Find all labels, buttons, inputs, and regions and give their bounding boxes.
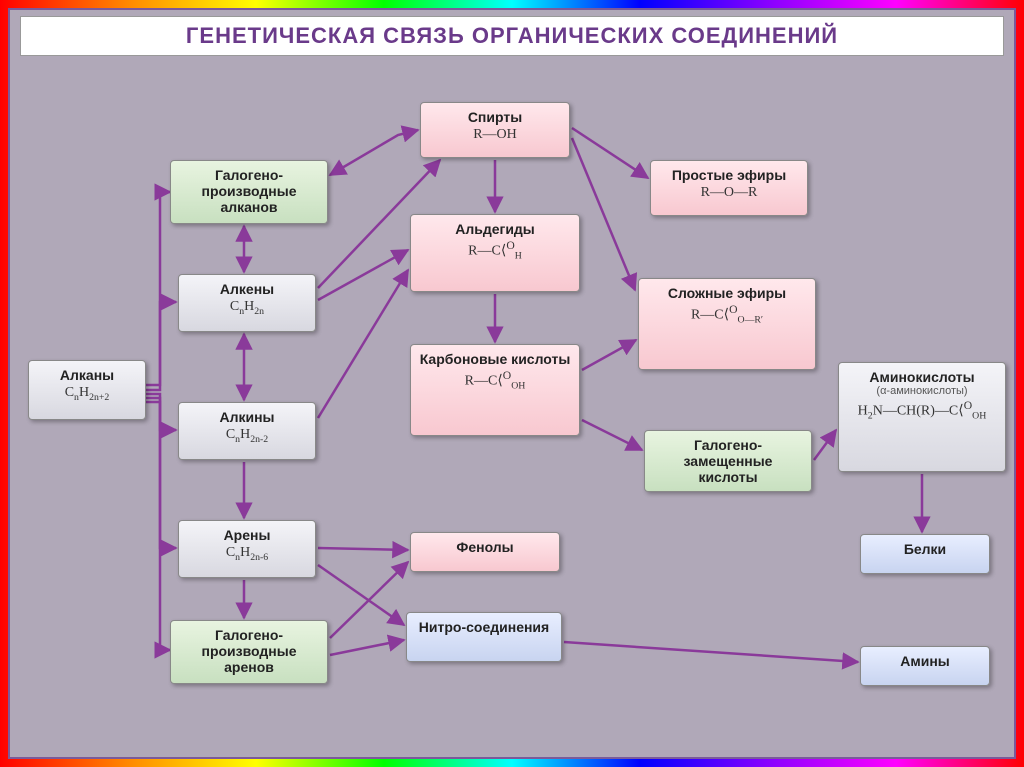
node-label: Альдегиды — [419, 221, 571, 237]
edge-halaren-nitro — [330, 640, 404, 655]
node-formula: R—C⟨OOH — [419, 369, 571, 391]
edge-areny-fenoly — [318, 548, 408, 550]
rainbow-frame: ГЕНЕТИЧЕСКАЯ СВЯЗЬ ОРГАНИЧЕСКИХ СОЕДИНЕН… — [0, 0, 1024, 767]
node-label: Алканы — [37, 367, 137, 383]
edge-halzam-amino — [814, 430, 836, 460]
node-label: Фенолы — [419, 539, 551, 555]
node-label: Карбоновые кислоты — [419, 351, 571, 367]
node-formula: CnH2n+2 — [37, 385, 137, 403]
diagram-title: ГЕНЕТИЧЕСКАЯ СВЯЗЬ ОРГАНИЧЕСКИХ СОЕДИНЕН… — [20, 16, 1004, 56]
node-label: Алкены — [187, 281, 307, 297]
node-label: Галогено-замещенные кислоты — [653, 437, 803, 485]
edge-halalk-spirty — [330, 130, 418, 175]
node-amino: Аминокислоты(α-аминокислоты) H2N—CH(R)—C⟨… — [838, 362, 1006, 472]
node-label: Нитро-соединения — [415, 619, 553, 635]
node-formula: R—C⟨OH — [419, 239, 571, 261]
edge-spirty-prost — [572, 128, 648, 178]
node-label: Спирты — [429, 109, 561, 125]
node-label: Белки — [869, 541, 981, 557]
edge-alkeny-aldegidy — [318, 250, 408, 300]
node-sublabel: (α-аминокислоты) — [847, 385, 997, 397]
node-label: Арены — [187, 527, 307, 543]
edge-alkany-halaren — [146, 402, 170, 650]
node-aminy: Амины — [860, 646, 990, 686]
node-karbon: Карбоновые кислоты R—C⟨OOH — [410, 344, 580, 436]
node-formula: CnH2n — [187, 299, 307, 317]
node-prost: Простые эфиры R—O—R — [650, 160, 808, 216]
node-aldegidy: Альдегиды R—C⟨OH — [410, 214, 580, 292]
node-halzam: Галогено-замещенные кислоты — [644, 430, 812, 492]
node-alkiny: Алкины CnH2n-2 — [178, 402, 316, 460]
node-slozh: Сложные эфиры R—C⟨OO—R′ — [638, 278, 816, 370]
node-label: Алкины — [187, 409, 307, 425]
node-formula: R—OH — [429, 127, 561, 143]
node-label: Аминокислоты — [847, 369, 997, 385]
node-label: Сложные эфиры — [647, 285, 807, 301]
diagram-canvas: ГЕНЕТИЧЕСКАЯ СВЯЗЬ ОРГАНИЧЕСКИХ СОЕДИНЕН… — [8, 8, 1016, 759]
node-nitro: Нитро-соединения — [406, 612, 562, 662]
edge-alkiny-aldegidy — [318, 270, 408, 418]
edge-karbon-halzam — [582, 420, 642, 450]
node-halalk: Галогено-производные алканов — [170, 160, 328, 224]
node-formula: R—C⟨OO—R′ — [647, 303, 807, 325]
edge-nitro-aminy — [564, 642, 858, 662]
node-label: Амины — [869, 653, 981, 669]
node-spirty: Спирты R—OH — [420, 102, 570, 158]
node-formula: CnH2n-6 — [187, 545, 307, 563]
node-label: Простые эфиры — [659, 167, 799, 183]
edge-alkany-halalk — [146, 192, 170, 385]
edge-karbon-slozh — [582, 340, 636, 370]
edge-alkany-areny — [146, 398, 176, 548]
edge-alkany-alkiny — [146, 394, 176, 430]
node-alkany: Алканы CnH2n+2 — [28, 360, 146, 420]
node-belki: Белки — [860, 534, 990, 574]
node-formula: H2N—CH(R)—C⟨OOH — [847, 399, 997, 421]
edge-areny-nitro — [318, 565, 404, 625]
node-areny: Арены CnH2n-6 — [178, 520, 316, 578]
edge-alkany-alkeny — [146, 302, 176, 390]
node-alkeny: Алкены CnH2n — [178, 274, 316, 332]
node-halaren: Галогено-производные аренов — [170, 620, 328, 684]
node-fenoly: Фенолы — [410, 532, 560, 572]
edge-spirty-slozh — [572, 138, 635, 290]
node-formula: CnH2n-2 — [187, 427, 307, 445]
edge-halaren-fenoly — [330, 562, 408, 638]
node-label: Галогено-производные аренов — [179, 627, 319, 675]
node-label: Галогено-производные алканов — [179, 167, 319, 215]
node-formula: R—O—R — [659, 185, 799, 201]
